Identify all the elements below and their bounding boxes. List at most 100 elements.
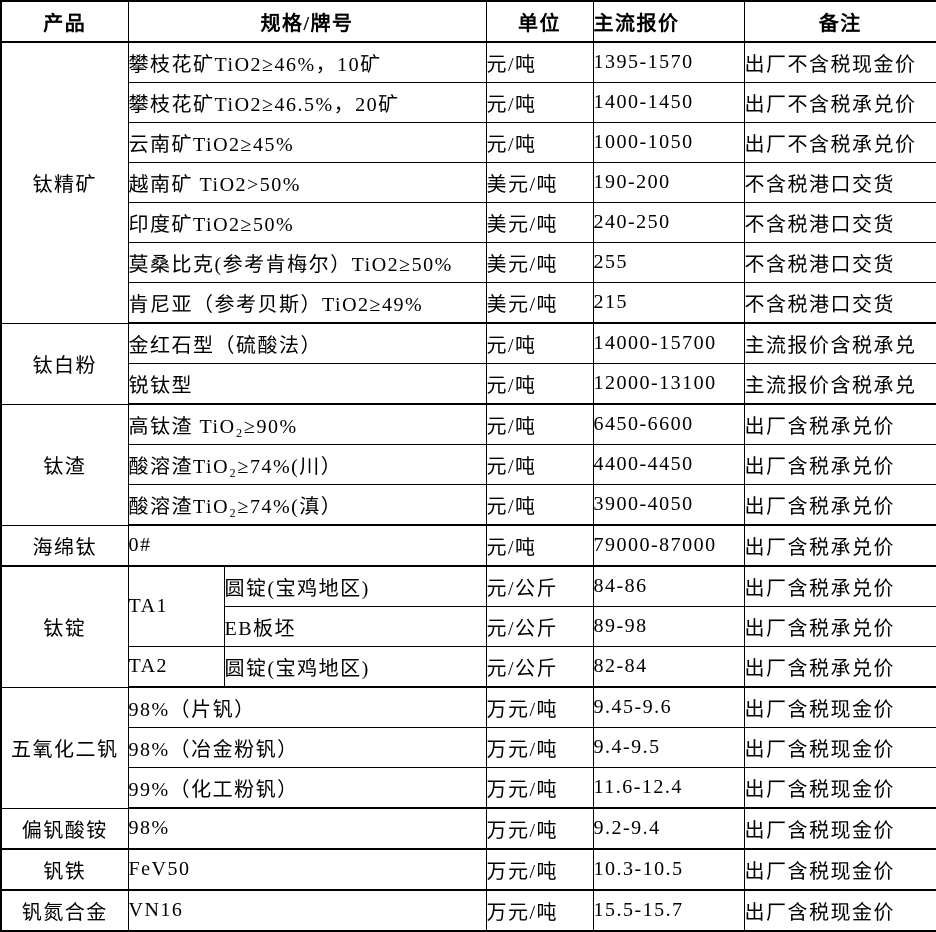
product-cell: 钒铁 [0,848,129,891]
price-cell: 4400-4450 [592,444,745,485]
product-cell: 钒氮合金 [0,889,129,932]
unit-cell: 美元/吨 [485,282,594,324]
price-cell: 240-250 [592,202,745,243]
unit-cell: 元/公斤 [485,646,594,688]
spec-cell: 云南矿TiO2≥45% [127,122,487,163]
price-cell: 255 [592,242,745,283]
note-cell: 出厂不含税现金价 [743,41,936,83]
unit-cell: 元/公斤 [485,606,594,647]
note-cell: 出厂含税现金价 [743,848,936,891]
price-cell: 9.2-9.4 [592,807,745,850]
product-cell: 钛渣 [0,403,129,526]
table-row: TA2 圆锭(宝鸡地区) 元/公斤 82-84 出厂含税承兑价 [1,646,936,688]
product-cell: 钛白粉 [0,322,129,405]
unit-cell: 元/吨 [485,403,594,445]
price-cell: 6450-6600 [592,403,745,445]
table-row: 钛渣 高钛渣 TiO₂≥90% 元/吨 6450-6600 出厂含税承兑价 [0,403,936,526]
spec-cell: FeV50 [127,848,487,891]
table-row: 偏钒酸铵 98% 万元/吨 9.2-9.4 出厂含税现金价 [0,807,936,850]
spec-cell: VN16 [127,889,487,932]
header-product: 产品 [0,0,129,43]
unit-cell: 万元/吨 [485,807,594,850]
table-row: 99%（化工粉钒） 万元/吨 11.6-12.4 出厂含税现金价 [1,767,936,809]
unit-cell: 万元/吨 [485,848,594,891]
unit-cell: 元/吨 [485,484,594,526]
price-cell: 1400-1450 [592,82,745,123]
price-cell: 215 [592,282,745,324]
note-cell: 主流报价含税承兑 [743,363,936,405]
note-cell: 出厂含税承兑价 [743,646,936,688]
table-row: 钛精矿 攀枝花矿TiO2≥46%，10矿 元/吨 1395-1570 出厂不含税… [0,41,936,324]
unit-cell: 元/公斤 [485,565,594,607]
table-row: 越南矿 TiO2>50% 美元/吨 190-200 不含税港口交货 [1,162,936,203]
unit-cell: 元/吨 [485,122,594,163]
spec-cell: 圆锭(宝鸡地区) [223,565,487,607]
note-cell: 出厂不含税承兑价 [743,122,936,163]
unit-cell: 元/吨 [485,363,594,405]
spec-cell: EB板坯 [223,606,487,647]
spec-cell: 印度矿TiO2≥50% [127,202,487,243]
note-cell: 出厂不含税承兑价 [743,82,936,123]
spec-cell: 酸溶渣TiO₂≥74%(滇） [127,484,487,526]
price-cell: 89-98 [592,606,745,647]
table-row: 98%（冶金粉钒） 万元/吨 9.4-9.5 出厂含税现金价 [1,727,936,768]
table-row: 印度矿TiO2≥50% 美元/吨 240-250 不含税港口交货 [1,202,936,243]
spec-cell: 金红石型（硫酸法） [127,322,487,364]
header-unit: 单位 [485,0,594,43]
product-cell: 五氧化二钒 [0,686,129,809]
price-cell: 3900-4050 [592,484,745,526]
unit-cell: 万元/吨 [485,889,594,932]
unit-cell: 美元/吨 [485,242,594,283]
grade-cell: TA1 [127,565,225,647]
product-cell: 钛锭 [0,565,129,688]
note-cell: 出厂含税现金价 [743,767,936,809]
table-row: 钛锭 TA1 圆锭(宝鸡地区) 元/公斤 84-86 出厂含税承兑价 [0,565,936,688]
table-row: 肯尼亚（参考贝斯）TiO2≥49% 美元/吨 215 不含税港口交货 [1,282,936,324]
spec-cell: 98% [127,807,487,850]
note-cell: 不含税港口交货 [743,242,936,283]
spec-cell: 攀枝花矿TiO2≥46.5%，20矿 [127,82,487,123]
table-row: 莫桑比克(参考肯梅尔）TiO2≥50% 美元/吨 255 不含税港口交货 [1,242,936,283]
price-cell: 15.5-15.7 [592,889,745,932]
table-row: 锐钛型 元/吨 12000-13100 主流报价含税承兑 [1,363,936,405]
spec-cell: 肯尼亚（参考贝斯）TiO2≥49% [127,282,487,324]
price-cell: 12000-13100 [592,363,745,405]
table-row: 攀枝花矿TiO2≥46.5%，20矿 元/吨 1400-1450 出厂不含税承兑… [1,82,936,123]
table-row: 钛白粉 金红石型（硫酸法） 元/吨 14000-15700 主流报价含税承兑 [0,322,936,405]
spec-cell: 酸溶渣TiO₂≥74%(川） [127,444,487,485]
unit-cell: 万元/吨 [485,727,594,768]
spec-cell: 莫桑比克(参考肯梅尔）TiO2≥50% [127,242,487,283]
price-cell: 190-200 [592,162,745,203]
note-cell: 出厂含税现金价 [743,889,936,932]
note-cell: 不含税港口交货 [743,162,936,203]
price-cell: 84-86 [592,565,745,607]
unit-cell: 元/吨 [485,322,594,364]
table-row: 酸溶渣TiO₂≥74%(川） 元/吨 4400-4450 出厂含税承兑价 [1,444,936,485]
product-cell: 海绵钛 [0,524,129,567]
spec-cell: 98%（冶金粉钒） [127,727,487,768]
note-cell: 出厂含税现金价 [743,807,936,850]
spec-cell: 攀枝花矿TiO2≥46%，10矿 [127,41,487,83]
table-row: 钒铁 FeV50 万元/吨 10.3-10.5 出厂含税现金价 [0,848,936,891]
unit-cell: 元/吨 [485,82,594,123]
table-row: 五氧化二钒 98%（片钒） 万元/吨 9.45-9.6 出厂含税现金价 [0,686,936,809]
table-row: EB板坯 元/公斤 89-98 出厂含税承兑价 [1,606,936,647]
unit-cell: 元/吨 [485,41,594,83]
price-cell: 79000-87000 [592,524,745,567]
price-cell: 82-84 [592,646,745,688]
unit-cell: 美元/吨 [485,202,594,243]
table-row: 钒氮合金 VN16 万元/吨 15.5-15.7 出厂含税现金价 [0,889,936,932]
spec-cell: 0# [127,524,487,567]
price-cell: 10.3-10.5 [592,848,745,891]
table-row: 海绵钛 0# 元/吨 79000-87000 出厂含税承兑价 [0,524,936,567]
grade-cell: TA2 [127,646,225,688]
header-row: 产品 规格/牌号 单位 主流报价 备注 [0,0,936,43]
note-cell: 主流报价含税承兑 [743,322,936,364]
spec-cell: 99%（化工粉钒） [127,767,487,809]
price-cell: 9.4-9.5 [592,727,745,768]
header-note: 备注 [743,0,936,43]
unit-cell: 万元/吨 [485,686,594,728]
price-cell: 9.45-9.6 [592,686,745,728]
spec-cell: 高钛渣 TiO₂≥90% [127,403,487,445]
spec-cell: 越南矿 TiO2>50% [127,162,487,203]
